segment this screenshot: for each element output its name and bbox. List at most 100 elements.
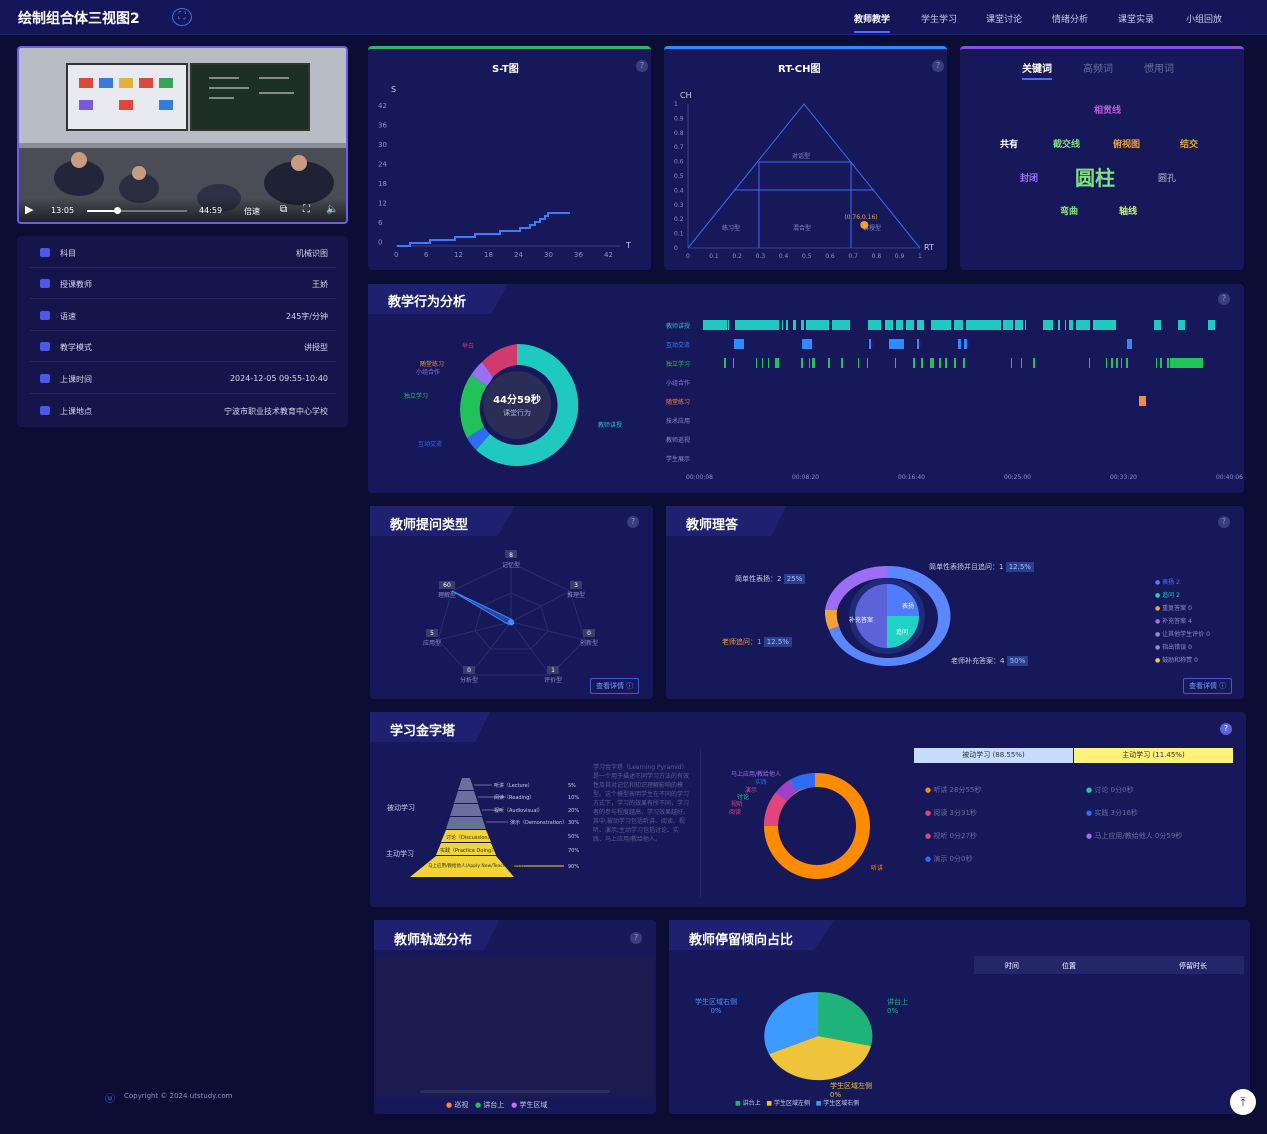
behavior-segment[interactable] [1069, 320, 1073, 330]
behavior-segment[interactable] [1170, 358, 1203, 368]
fullscreen-icon[interactable]: ⛶ [172, 8, 192, 26]
back-to-top-button[interactable]: ⤒ [1230, 1089, 1256, 1115]
behavior-segment[interactable] [728, 320, 729, 330]
behavior-segment[interactable] [703, 320, 727, 330]
behavior-segment[interactable] [917, 320, 924, 330]
behavior-segment[interactable] [786, 320, 788, 330]
behavior-segment[interactable] [1111, 358, 1113, 368]
tab-class-record[interactable]: 课堂实录 [1118, 15, 1155, 25]
behavior-segment[interactable] [1127, 339, 1132, 349]
behavior-segment[interactable] [775, 358, 779, 368]
behavior-segment[interactable] [954, 358, 956, 368]
tab-habitual[interactable]: 惯用词 [1144, 64, 1174, 75]
behavior-segment[interactable] [895, 358, 896, 368]
behavior-segment[interactable] [735, 320, 779, 330]
behavior-segment[interactable] [832, 320, 850, 330]
behavior-segment[interactable] [1154, 320, 1161, 330]
behavior-segment[interactable] [939, 358, 941, 368]
tab-group-replay[interactable]: 小组回放 [1186, 15, 1223, 25]
fullscreen-video-icon[interactable]: ⛶ [303, 204, 310, 215]
trajectory-scrollbar[interactable] [420, 1090, 610, 1093]
behavior-segment[interactable] [812, 358, 815, 368]
behavior-segment[interactable] [921, 358, 923, 368]
behavior-segment[interactable] [1011, 358, 1012, 368]
behavior-segment[interactable] [793, 320, 796, 330]
progress-handle[interactable] [114, 207, 121, 214]
behavior-segment[interactable] [1178, 320, 1185, 330]
behavior-segment[interactable] [931, 320, 951, 330]
help-icon[interactable]: ? [1220, 723, 1232, 735]
behavior-segment[interactable] [1160, 358, 1162, 368]
behavior-segment[interactable] [768, 358, 769, 368]
behavior-segment[interactable] [1043, 320, 1053, 330]
behavior-segment[interactable] [828, 358, 830, 368]
behavior-segment[interactable] [906, 320, 914, 330]
behavior-segment[interactable] [809, 358, 810, 368]
tab-keywords[interactable]: 关键词 [1022, 60, 1052, 80]
behavior-segment[interactable] [945, 358, 947, 368]
tab-emotion-analysis[interactable]: 情绪分析 [1052, 15, 1089, 25]
behavior-segment[interactable] [1021, 358, 1022, 368]
behavior-segment[interactable] [1208, 320, 1215, 330]
behavior-segment[interactable] [802, 339, 812, 349]
behavior-segment[interactable] [801, 320, 804, 330]
behavior-segment[interactable] [913, 358, 915, 368]
behavior-segment[interactable] [724, 358, 726, 368]
tab-class-discussion[interactable]: 课堂讨论 [986, 15, 1023, 25]
behavior-segment[interactable] [756, 358, 757, 368]
behavior-segment[interactable] [1076, 320, 1090, 330]
behavior-segment[interactable] [1167, 358, 1169, 368]
behavior-segment[interactable] [1015, 320, 1023, 330]
volume-icon[interactable]: 🔈 [326, 204, 339, 215]
video-progress-track[interactable] [87, 210, 187, 212]
behavior-segment[interactable] [964, 339, 967, 349]
behavior-segment[interactable] [867, 358, 868, 368]
behavior-segment[interactable] [1093, 320, 1116, 330]
behavior-segment[interactable] [889, 339, 904, 349]
behavior-segment[interactable] [858, 358, 859, 368]
help-icon[interactable]: ? [932, 60, 944, 72]
speed-button[interactable]: 倍速 [244, 207, 260, 216]
help-icon[interactable]: ? [627, 516, 639, 528]
rtch-point[interactable] [860, 220, 869, 229]
tab-student-learning[interactable]: 学生学习 [921, 15, 958, 25]
behavior-segment[interactable] [806, 320, 829, 330]
behavior-segment[interactable] [1089, 358, 1090, 368]
tab-high-frequency[interactable]: 高频词 [1083, 64, 1113, 75]
behavior-segment[interactable] [1106, 358, 1107, 368]
behavior-segment[interactable] [762, 358, 763, 368]
behavior-segment[interactable] [896, 320, 903, 330]
behavior-segment[interactable] [801, 358, 803, 368]
answer-details-button[interactable]: 查看详情 ⓘ [1183, 678, 1233, 694]
behavior-segment[interactable] [1116, 358, 1118, 368]
help-icon[interactable]: ? [636, 60, 648, 72]
behavior-segment[interactable] [1121, 358, 1122, 368]
behavior-segment[interactable] [885, 320, 893, 330]
behavior-segment[interactable] [966, 320, 1001, 330]
behavior-segment[interactable] [1065, 320, 1066, 330]
behavior-segment[interactable] [1033, 358, 1035, 368]
play-icon[interactable]: ▶ [25, 203, 34, 216]
behavior-segment[interactable] [917, 339, 919, 349]
behavior-segment[interactable] [1058, 320, 1060, 330]
pip-icon[interactable]: ⧉ [280, 204, 288, 215]
behavior-segment[interactable] [1126, 358, 1128, 368]
tab-teacher-teaching[interactable]: 教师教学 [854, 12, 891, 33]
behavior-segment[interactable] [868, 320, 881, 330]
question-details-button[interactable]: 查看详情 ⓘ [590, 678, 640, 694]
behavior-segment[interactable] [1139, 396, 1146, 406]
help-icon[interactable]: ? [1218, 516, 1230, 528]
behavior-segment[interactable] [733, 358, 734, 368]
behavior-segment[interactable] [958, 339, 961, 349]
behavior-segment[interactable] [869, 339, 871, 349]
behavior-segment[interactable] [734, 339, 744, 349]
behavior-segment[interactable] [1003, 320, 1013, 330]
behavior-segment[interactable] [930, 358, 934, 368]
help-icon[interactable]: ? [630, 932, 642, 944]
video-player[interactable]: ▶ 13:05 44:59 倍速 ⧉ ⛶ 🔈 [17, 46, 348, 224]
behavior-segment[interactable] [841, 358, 843, 368]
behavior-segment[interactable] [1025, 320, 1026, 330]
behavior-segment[interactable] [782, 320, 783, 330]
help-icon[interactable]: ? [1218, 293, 1230, 305]
behavior-segment[interactable] [1156, 358, 1157, 368]
